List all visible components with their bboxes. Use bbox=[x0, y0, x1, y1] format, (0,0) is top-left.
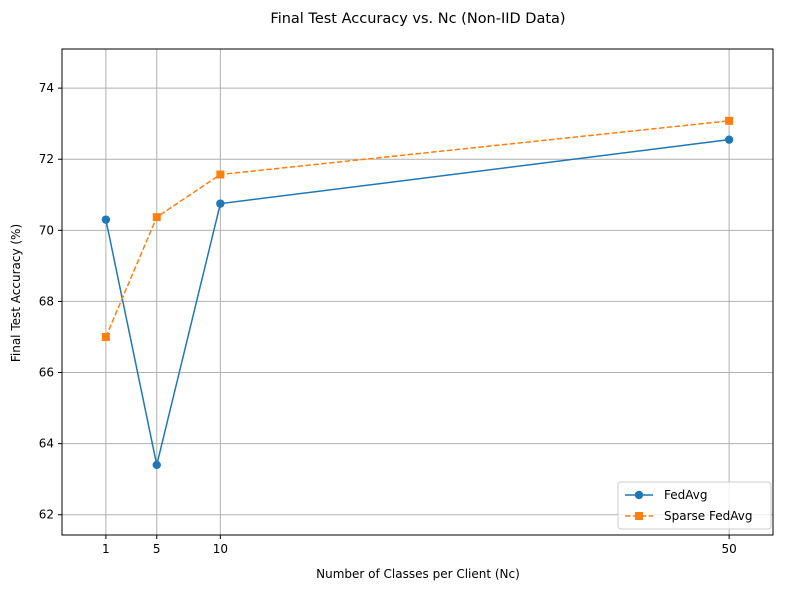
series-layer bbox=[101, 116, 734, 470]
sparse-fedavg-line bbox=[105, 120, 730, 338]
y-axis-label: Final Test Accuracy (%) bbox=[9, 224, 23, 362]
x-axis: 1 5 10 50 bbox=[102, 535, 737, 556]
y-axis: 62 64 66 68 70 72 74 bbox=[39, 81, 62, 522]
legend-sparse-fedavg-marker bbox=[635, 512, 643, 520]
sparse-fedavg-point bbox=[101, 332, 110, 341]
x-axis-label: Number of Classes per Client (Nc) bbox=[316, 567, 520, 581]
y-tick-label: 66 bbox=[39, 366, 54, 380]
sparse-fedavg-point bbox=[152, 213, 161, 222]
y-tick-label: 64 bbox=[39, 437, 54, 451]
legend-box bbox=[617, 481, 772, 530]
sparse-fedavg-point bbox=[725, 116, 734, 125]
fedavg-point bbox=[101, 215, 111, 224]
fedavg-point bbox=[152, 460, 161, 470]
legend-sparse-fedavg-label: Sparse FedAvg bbox=[664, 509, 752, 523]
plot-frame bbox=[61, 48, 774, 536]
y-tick-label: 70 bbox=[39, 223, 54, 237]
legend-fedavg-label: FedAvg bbox=[664, 488, 707, 502]
x-tick-label: 5 bbox=[153, 542, 161, 556]
y-tick-label: 68 bbox=[39, 294, 54, 308]
x-tick-label: 50 bbox=[721, 542, 736, 556]
y-tick-label: 62 bbox=[39, 508, 54, 522]
y-tick-label: 72 bbox=[39, 152, 54, 166]
x-tick-label: 1 bbox=[102, 542, 110, 556]
legend-fedavg-marker bbox=[634, 490, 644, 500]
grid bbox=[62, 49, 773, 535]
x-tick-label: 10 bbox=[213, 542, 228, 556]
y-tick-label: 74 bbox=[39, 81, 54, 95]
fedavg-line bbox=[105, 138, 730, 466]
fedavg-point bbox=[216, 199, 225, 208]
sparse-fedavg-point bbox=[216, 170, 225, 179]
legend: FedAvg Sparse FedAvg bbox=[617, 481, 772, 530]
fedavg-point bbox=[724, 135, 734, 144]
chart-title: Final Test Accuracy vs. Nc (Non-IID Data… bbox=[270, 11, 565, 27]
